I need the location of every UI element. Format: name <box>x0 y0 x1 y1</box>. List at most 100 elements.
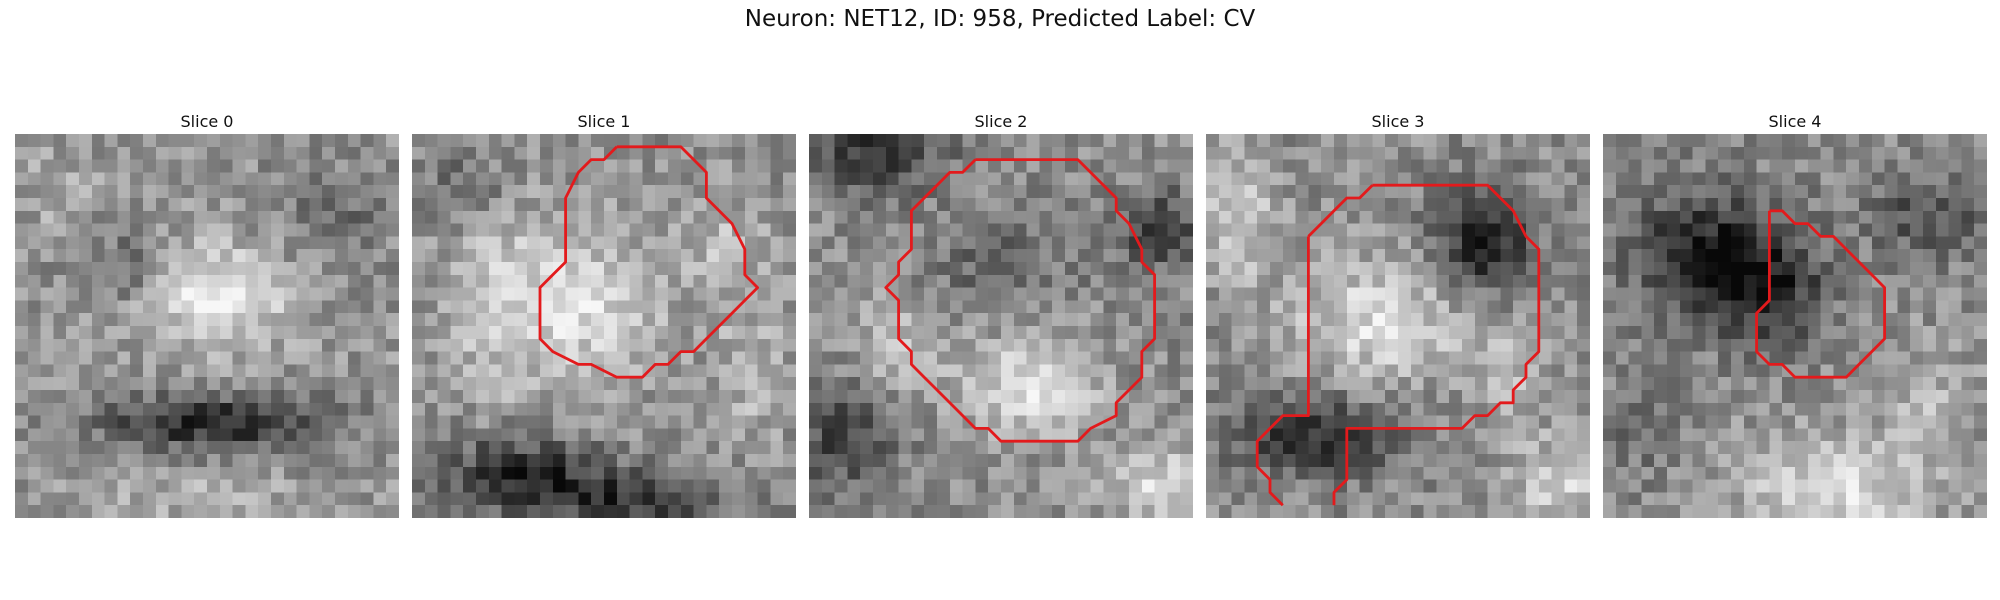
pixel <box>296 479 310 493</box>
pixel <box>1270 274 1284 288</box>
pixel <box>1474 249 1488 263</box>
pixel <box>15 134 29 148</box>
slice-image <box>809 134 1193 518</box>
pixel <box>1001 492 1015 506</box>
pixel <box>642 300 656 314</box>
pixel <box>1218 441 1232 455</box>
pixel <box>296 351 310 365</box>
pixel <box>194 390 208 404</box>
pixel <box>232 249 246 263</box>
pixel <box>680 223 694 237</box>
pixel <box>1782 402 1796 416</box>
pixel <box>655 326 669 340</box>
pixel <box>821 185 835 199</box>
pixel <box>104 236 118 250</box>
pixel <box>168 172 182 186</box>
pixel <box>143 505 157 518</box>
pixel <box>757 402 771 416</box>
pixel <box>143 454 157 468</box>
pixel <box>578 466 592 480</box>
pixel <box>1206 210 1220 224</box>
pixel <box>66 390 80 404</box>
pixel <box>1667 223 1681 237</box>
pixel <box>1846 287 1860 301</box>
pixel <box>629 198 643 212</box>
pixel <box>1462 300 1476 314</box>
pixel <box>1423 428 1437 442</box>
pixel <box>1090 492 1104 506</box>
pixel <box>1423 454 1437 468</box>
pixel <box>885 428 899 442</box>
pixel <box>386 146 399 160</box>
pixel <box>1756 428 1770 442</box>
pixel <box>155 313 169 327</box>
pixel <box>757 454 771 468</box>
pixel <box>975 326 989 340</box>
pixel <box>1961 454 1975 468</box>
pixel <box>501 415 515 429</box>
pixel <box>616 185 630 199</box>
pixel <box>1500 351 1514 365</box>
pixel <box>476 338 490 352</box>
pixel <box>1743 390 1757 404</box>
pixel <box>1654 505 1668 518</box>
pixel <box>53 262 67 276</box>
pixel <box>1423 338 1437 352</box>
pixel <box>642 351 656 365</box>
pixel <box>283 198 297 212</box>
pixel <box>1577 287 1590 301</box>
pixel <box>271 479 285 493</box>
pixel <box>1564 185 1578 199</box>
pixel <box>949 441 963 455</box>
pixel <box>488 300 502 314</box>
pixel <box>1077 236 1091 250</box>
pixel <box>770 262 784 276</box>
pixel <box>1308 390 1322 404</box>
pixel <box>847 441 861 455</box>
pixel <box>1359 402 1373 416</box>
pixel <box>296 390 310 404</box>
pixel <box>1782 479 1796 493</box>
pixel <box>1743 415 1757 429</box>
pixel <box>783 377 796 391</box>
pixel <box>130 415 144 429</box>
pixel <box>296 198 310 212</box>
pixel <box>693 185 707 199</box>
pixel <box>1718 134 1732 148</box>
pixel <box>1065 223 1079 237</box>
pixel <box>207 428 221 442</box>
pixel <box>1538 415 1552 429</box>
pixel <box>988 441 1002 455</box>
pixel <box>680 338 694 352</box>
pixel <box>1052 159 1066 173</box>
pixel <box>924 441 938 455</box>
pixel <box>988 492 1002 506</box>
pixel <box>1474 326 1488 340</box>
pixel <box>450 492 464 506</box>
pixel <box>1731 326 1745 340</box>
pixel <box>322 287 336 301</box>
pixel <box>873 505 887 518</box>
pixel <box>988 351 1002 365</box>
pixel <box>911 134 925 148</box>
pixel <box>1974 198 1987 212</box>
pixel <box>1756 134 1770 148</box>
pixel <box>53 351 67 365</box>
pixel <box>642 441 656 455</box>
pixel <box>450 351 464 365</box>
pixel <box>450 454 464 468</box>
pixel <box>655 454 669 468</box>
pixel <box>1013 454 1027 468</box>
pixel <box>591 364 605 378</box>
pixel <box>437 390 451 404</box>
pixel <box>1436 326 1450 340</box>
pixel <box>604 441 618 455</box>
pixel <box>271 466 285 480</box>
pixel <box>1129 492 1143 506</box>
pixel <box>1346 185 1360 199</box>
pixel <box>27 492 41 506</box>
pixel <box>1103 274 1117 288</box>
pixel <box>578 351 592 365</box>
pixel <box>27 236 41 250</box>
pixel <box>1654 236 1668 250</box>
